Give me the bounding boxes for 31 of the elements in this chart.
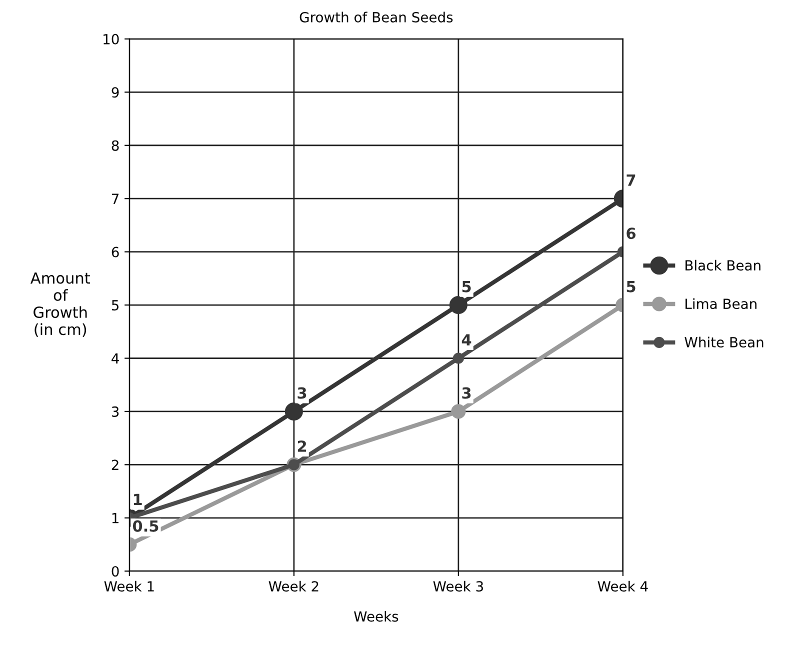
y-tick-label: 3 xyxy=(112,406,119,417)
data-label: 7 xyxy=(626,174,636,186)
data-label: 5 xyxy=(626,280,636,292)
x-tick-label: Week 4 xyxy=(598,580,648,592)
x-axis-title: Weeks xyxy=(354,610,398,622)
x-tick-label: Week 1 xyxy=(104,580,154,592)
y-tick-label: 0 xyxy=(112,566,119,577)
legend-label: Lima Bean xyxy=(686,298,756,310)
y-tick-label: 8 xyxy=(112,140,119,151)
y-tick-label: 6 xyxy=(112,246,119,258)
y-tick-label: 5 xyxy=(112,300,119,311)
y-tick-label: 2 xyxy=(112,460,118,470)
chart-title: Growth of Bean Seeds xyxy=(300,12,453,22)
y-tick-label: 1 xyxy=(112,513,118,524)
y-tick-label: 4 xyxy=(112,353,119,364)
data-label: 3 xyxy=(298,387,306,399)
y-tick-label: 9 xyxy=(112,87,119,98)
data-label: 0.5 xyxy=(132,520,158,532)
y-tick-label: 7 xyxy=(112,194,119,204)
data-label: 6 xyxy=(626,228,636,240)
y-axis-title: Amount of Growth (in cm) xyxy=(30,272,90,337)
x-tick-label: Week 3 xyxy=(433,580,483,592)
data-label: 5 xyxy=(462,280,471,292)
legend-label: White Bean xyxy=(684,336,764,348)
y-tick-label: 10 xyxy=(104,34,119,44)
x-tick-label: Week 2 xyxy=(268,580,318,592)
legend-label: Black Bean xyxy=(686,260,760,271)
data-label: 2 xyxy=(298,440,306,452)
data-label: 1 xyxy=(134,494,142,505)
data-label: 4 xyxy=(462,334,472,346)
data-label: 3 xyxy=(462,387,471,399)
